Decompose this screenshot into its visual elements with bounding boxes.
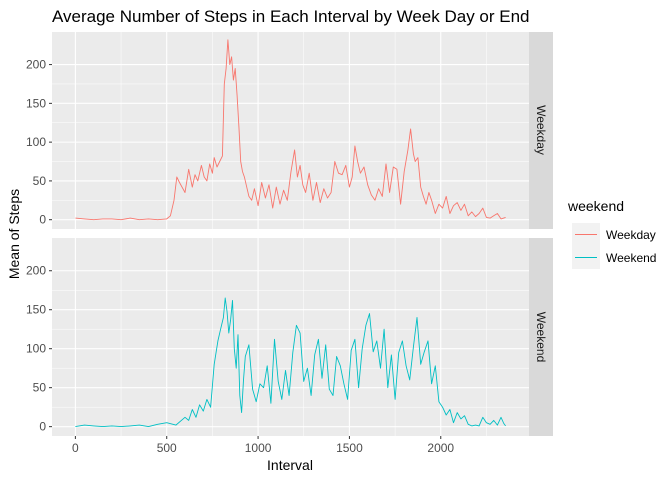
x-tick-label: 500 [157, 441, 177, 455]
series-line-weekday [75, 39, 506, 221]
x-tick-label: 1000 [245, 441, 272, 455]
y-tick-label: 50 [33, 174, 47, 188]
x-tick-label: 0 [72, 441, 79, 455]
chart-title: Average Number of Steps in Each Interval… [52, 7, 530, 26]
y-axis-title: Mean of Steps [6, 189, 22, 279]
y-tick-label: 150 [26, 303, 46, 317]
legend-label-weekday: Weekday [606, 228, 656, 242]
y-tick-label: 200 [26, 58, 46, 72]
y-axis-weekday: 0 50 100 150 200 [26, 58, 52, 227]
x-tick-label: 1500 [336, 441, 363, 455]
legend-label-weekend: Weekend [606, 251, 656, 265]
y-tick-label: 150 [26, 96, 46, 110]
y-tick-label: 100 [26, 135, 46, 149]
strip-weekday [529, 32, 553, 229]
strip-weekend [529, 238, 553, 436]
panel-background-weekend [52, 238, 529, 436]
y-axis-weekend: 0 50 100 150 200 [26, 264, 52, 434]
panel-background-weekday [52, 32, 529, 229]
y-tick-label: 200 [26, 264, 46, 278]
y-tick-label: 0 [39, 213, 46, 227]
legend-title: weekend [567, 198, 624, 214]
x-axis-title: Interval [267, 457, 313, 473]
y-tick-label: 50 [33, 381, 47, 395]
facet-panel-weekend [52, 238, 529, 436]
series-line-weekend [75, 297, 506, 428]
y-tick-label: 0 [39, 420, 46, 434]
x-tick-label: 2000 [427, 441, 454, 455]
strip-label-weekday: Weekday [534, 105, 548, 155]
x-axis: 0 500 1000 1500 2000 [72, 436, 454, 455]
legend: weekend Weekday Weekend [567, 198, 656, 269]
y-tick-label: 100 [26, 342, 46, 356]
strip-label-weekend: Weekend [534, 312, 548, 362]
facet-panel-weekday [52, 32, 529, 229]
